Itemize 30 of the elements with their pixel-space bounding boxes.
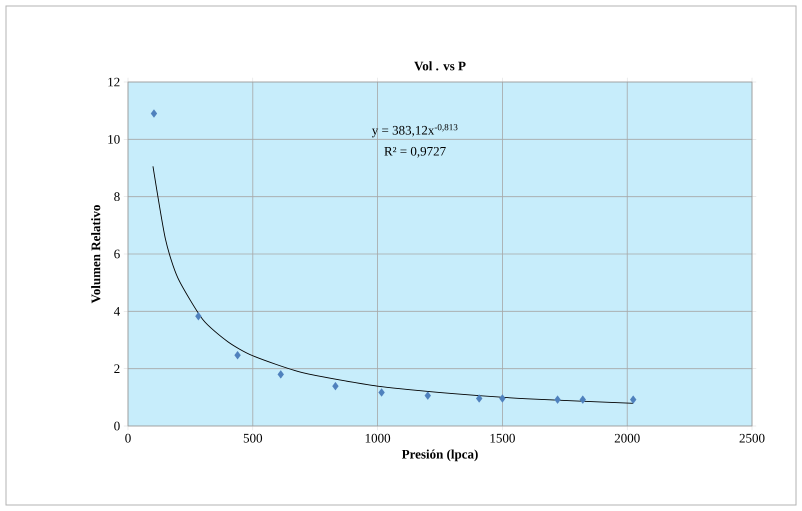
y-tick-label: 8: [114, 192, 120, 202]
point: [278, 370, 284, 379]
point: [234, 350, 241, 360]
point: [195, 312, 202, 320]
y-tick-label: 0: [114, 422, 120, 430]
x-tick-label: 2000: [614, 434, 640, 443]
y-axis-title: Volumen Relativo: [91, 205, 100, 304]
y-tick-label: 2: [114, 364, 120, 373]
annotation: y = 383,12x$^{-0,813}$: [372, 124, 458, 138]
y-tick-label: 12: [108, 78, 120, 86]
x-tick-label: 1500: [490, 434, 515, 443]
point: [476, 394, 482, 403]
x-tick-label: 500: [244, 434, 262, 443]
x-axis-title: Presión (lpca): [402, 449, 478, 462]
x-tick-label: 2500: [740, 434, 765, 443]
chart-title: Vol . vs P: [414, 61, 466, 70]
point: [378, 388, 385, 397]
point: [630, 395, 636, 404]
point: [580, 395, 586, 404]
point: [150, 109, 158, 118]
point: [424, 391, 431, 400]
y-tick-label: 10: [108, 134, 120, 144]
point: [332, 382, 339, 390]
point: [554, 395, 561, 404]
y-tick-label: 6: [114, 250, 120, 258]
x-tick-label: 0: [125, 434, 131, 443]
annotation: R² = 0,9727: [384, 146, 446, 158]
x-tick-label: 1000: [366, 434, 390, 443]
point: [499, 394, 506, 403]
y-tick-label: 4: [114, 307, 120, 316]
